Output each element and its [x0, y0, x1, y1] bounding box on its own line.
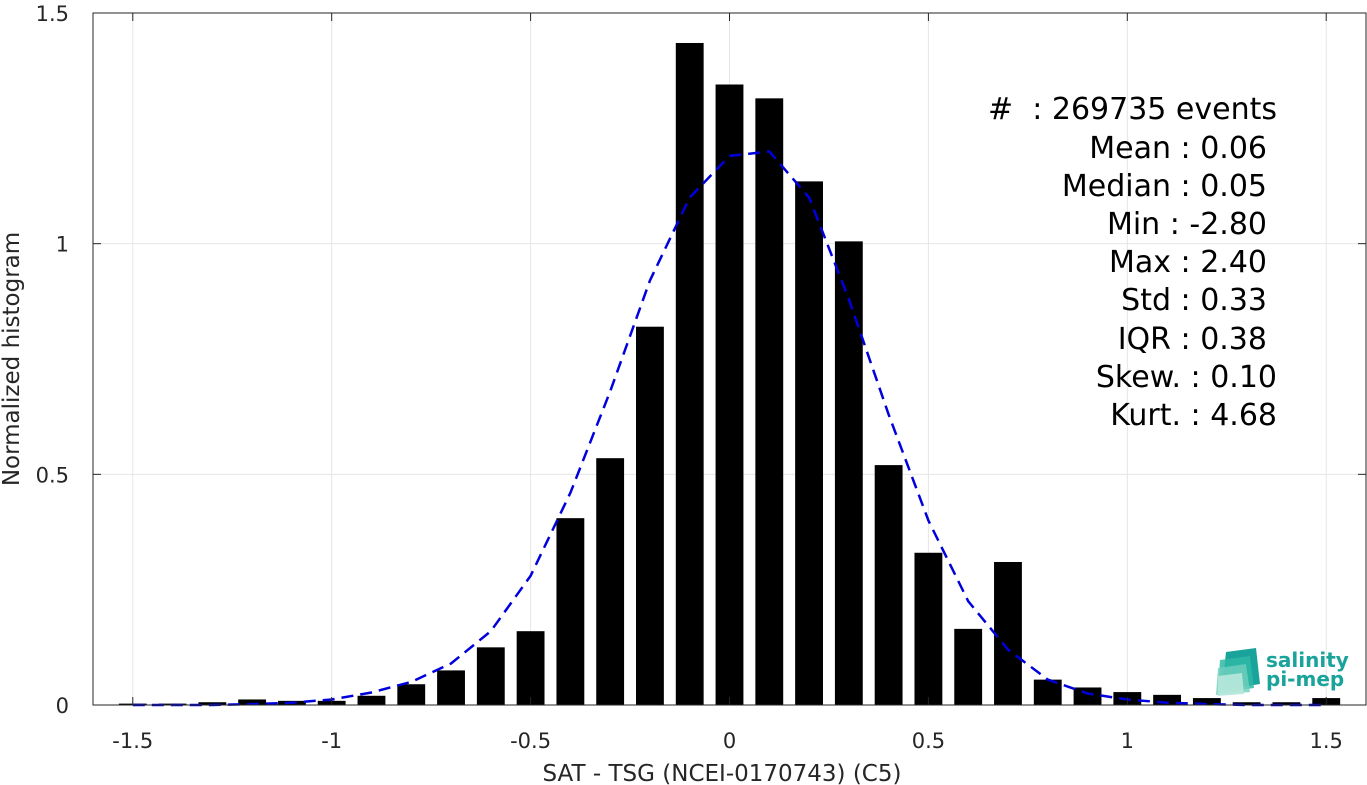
histogram-bar [198, 702, 227, 705]
x-tick-label: -1.5 [112, 729, 153, 753]
x-tick-label: 0.5 [912, 729, 945, 753]
y-tick-label: 0.5 [36, 463, 69, 487]
histogram-bar [238, 699, 267, 705]
histogram-bar [556, 518, 585, 705]
histogram-bar [834, 241, 863, 706]
histogram-bar [795, 181, 823, 706]
histogram-bar [874, 465, 903, 705]
salinity-pi-mep-logo: salinity pi-mep [1216, 648, 1349, 696]
logo-wave-icon [1216, 648, 1260, 696]
x-axis-label: SAT - TSG (NCEI-0170743) (C5) [543, 761, 902, 785]
stat-std: Std : 0.33 [1121, 283, 1267, 318]
stat-median: Median : 0.05 [1062, 169, 1267, 204]
histogram-bar [516, 631, 545, 705]
histogram-bar [476, 647, 505, 705]
histogram-bar [1033, 679, 1062, 705]
histogram-bar [397, 684, 426, 705]
histogram-bar [675, 42, 704, 705]
histogram-bar [715, 84, 744, 706]
x-tick-labels: -1.5 -1 -0.5 0 0.5 1 1.5 [112, 729, 1343, 753]
stat-max: Max : 2.40 [1109, 245, 1267, 280]
stat-events: # : 269735 events [988, 92, 1277, 127]
histogram-bar [1153, 694, 1182, 705]
axis-ticks [93, 12, 1366, 706]
histogram-bar [1192, 698, 1221, 705]
x-tick-label: 1 [1121, 729, 1134, 753]
y-axis-label: Normalized histogram [0, 232, 25, 486]
histogram-bar [636, 326, 664, 705]
stat-mean: Mean : 0.06 [1089, 131, 1267, 166]
histogram-bar [357, 695, 386, 705]
histogram-bar [755, 98, 784, 705]
y-tick-label: 1.5 [36, 2, 69, 26]
histogram-bar [954, 628, 983, 705]
x-tick-label: 1.5 [1310, 729, 1343, 753]
logo-text-salinity: salinity [1266, 648, 1349, 672]
x-tick-label: -0.5 [510, 729, 551, 753]
x-tick-label: -1 [321, 729, 342, 753]
logo-text-pi-mep: pi-mep [1266, 667, 1344, 691]
histogram-bar [1232, 702, 1261, 705]
stats-annotation: # : 269735 events Mean : 0.06 Median : 0… [988, 92, 1277, 433]
y-tick-label: 1 [56, 233, 69, 257]
histogram-bar [1272, 702, 1301, 705]
histogram-bar [994, 561, 1022, 705]
histogram-bar [437, 670, 465, 705]
histogram-bar [914, 552, 943, 705]
stat-min: Min : -2.80 [1107, 207, 1267, 242]
y-tick-label: 0 [56, 694, 69, 718]
x-tick-label: 0 [723, 729, 736, 753]
histogram-bar [596, 458, 625, 705]
stat-iqr: IQR : 0.38 [1118, 322, 1267, 357]
stat-skew: Skew. : 0.10 [1096, 360, 1277, 395]
histogram-bars [118, 42, 1341, 706]
y-tick-labels: 0 0.5 1 1.5 [36, 2, 69, 718]
histogram-bar [1073, 687, 1102, 705]
stat-kurt: Kurt. : 4.68 [1110, 398, 1277, 433]
